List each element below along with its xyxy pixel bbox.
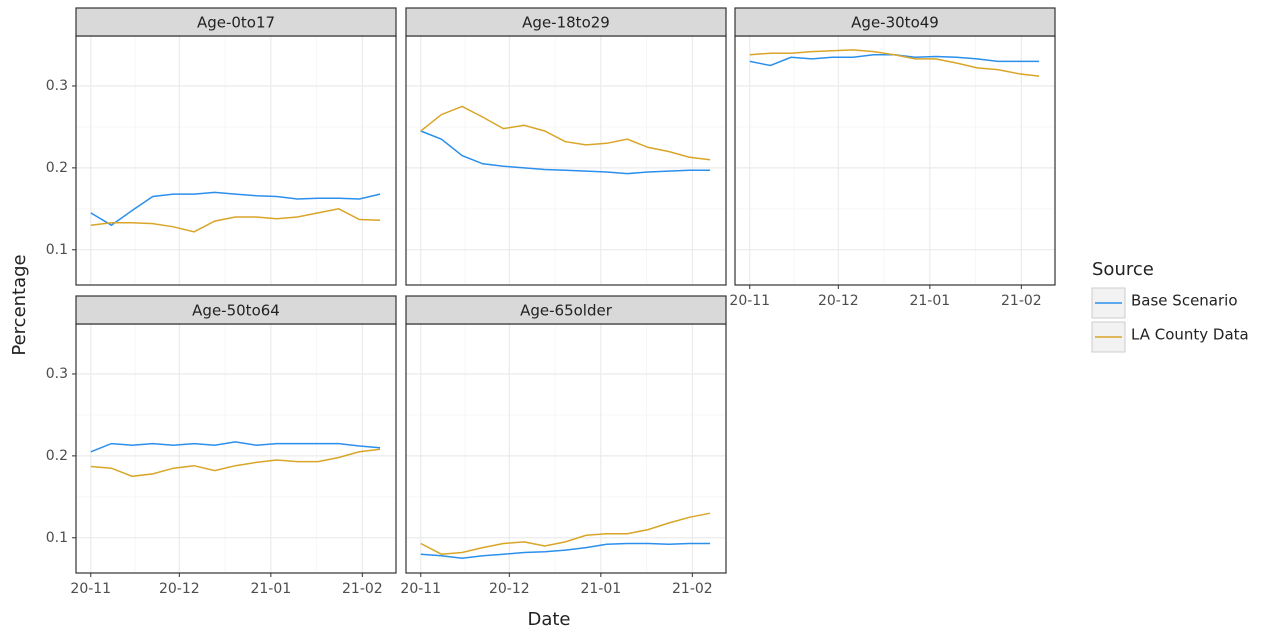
x-tick-label: 21-02 <box>342 581 383 597</box>
panel-background <box>735 36 1055 285</box>
strip-label: Age-18to29 <box>522 14 610 32</box>
x-tick-label: 20-12 <box>489 581 530 597</box>
x-tick-label: 21-02 <box>1001 293 1042 309</box>
y-tick-label: 0.3 <box>46 366 68 382</box>
x-tick-label: 21-02 <box>672 581 713 597</box>
y-axis-label: Percentage <box>9 254 30 355</box>
series-line <box>420 105 711 161</box>
panel-background <box>76 36 396 285</box>
x-tick-label: 21-01 <box>250 581 291 597</box>
strip <box>405 7 727 37</box>
series-line <box>90 441 381 453</box>
strip-label: Age-0to17 <box>197 14 275 32</box>
legend-title: Source <box>1092 259 1154 280</box>
panel-background <box>406 36 726 285</box>
x-tick-label: 20-11 <box>400 581 441 597</box>
strip <box>75 295 397 325</box>
y-tick-label: 0.2 <box>46 448 68 464</box>
series-line <box>90 448 381 478</box>
strip-label: Age-50to64 <box>192 302 280 320</box>
strip <box>734 7 1056 37</box>
legend-label: LA County Data <box>1131 326 1249 344</box>
strip <box>405 295 727 325</box>
series-line <box>90 191 381 227</box>
panel-background <box>406 324 726 573</box>
y-tick-label: 0.1 <box>46 530 68 546</box>
x-tick-label: 20-11 <box>70 581 111 597</box>
x-tick-label: 20-12 <box>159 581 200 597</box>
strip-label: Age-30to49 <box>851 14 939 32</box>
legend-label: Base Scenario <box>1131 292 1238 310</box>
series-line <box>90 208 381 233</box>
y-tick-label: 0.3 <box>46 78 68 94</box>
y-tick-label: 0.2 <box>46 160 68 176</box>
y-tick-label: 0.1 <box>46 242 68 258</box>
x-axis-label: Date <box>527 609 570 630</box>
series-line <box>420 130 711 175</box>
series-line <box>420 512 711 555</box>
x-tick-label: 20-11 <box>729 293 770 309</box>
x-tick-label: 20-12 <box>818 293 859 309</box>
strip-label: Age-65older <box>520 302 613 320</box>
series-line <box>749 49 1040 77</box>
strip <box>75 7 397 37</box>
panel-background <box>76 324 396 573</box>
series-line <box>420 542 711 560</box>
x-tick-label: 21-01 <box>580 581 621 597</box>
x-tick-label: 21-01 <box>909 293 950 309</box>
